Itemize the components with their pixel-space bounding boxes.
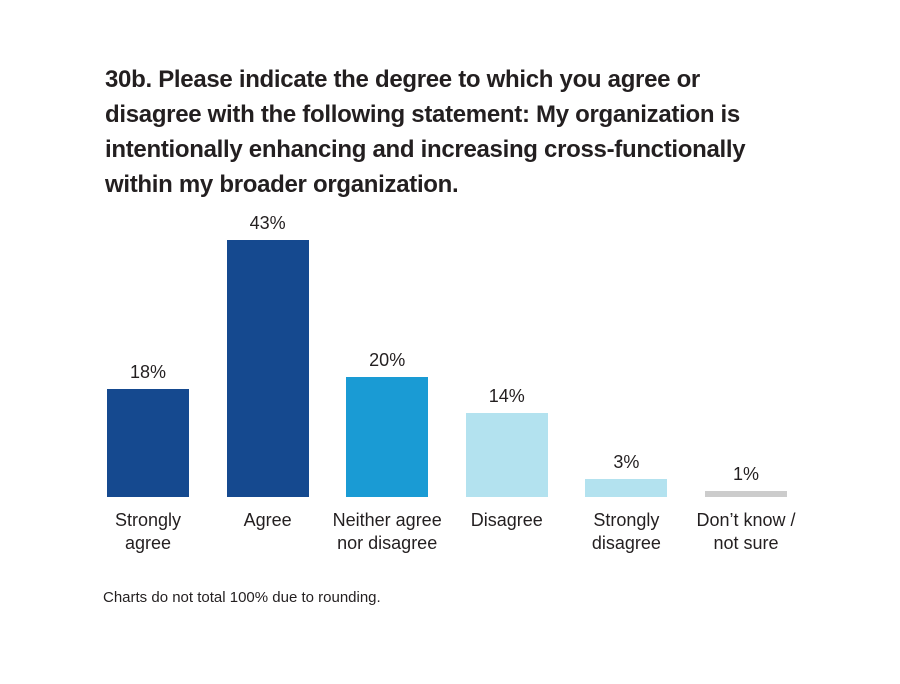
- value-label: 18%: [129, 362, 167, 383]
- x-tick-label: Disagree: [470, 510, 543, 530]
- bar: [465, 413, 548, 497]
- bar: [226, 239, 309, 497]
- x-tick-label: Strongly disagree: [591, 510, 661, 553]
- x-tick-label: Don’t know / not sure: [696, 510, 796, 553]
- value-label: 1%: [732, 464, 759, 485]
- value-label: 43%: [249, 212, 286, 233]
- bar: [585, 479, 668, 497]
- x-tick-label: Neither agree nor disagree: [332, 510, 442, 553]
- chart-title: 30b. Please indicate the degree to which…: [105, 66, 746, 198]
- x-tick-label: Agree: [243, 510, 292, 530]
- x-tick-label: Strongly agree: [114, 510, 182, 553]
- value-label: 3%: [613, 452, 640, 473]
- bar: [107, 389, 189, 497]
- footnote: Charts do not total 100% due to rounding…: [103, 589, 381, 606]
- bar: [346, 377, 429, 497]
- bar: [705, 491, 787, 497]
- value-label: 20%: [369, 350, 406, 371]
- value-label: 14%: [488, 386, 525, 407]
